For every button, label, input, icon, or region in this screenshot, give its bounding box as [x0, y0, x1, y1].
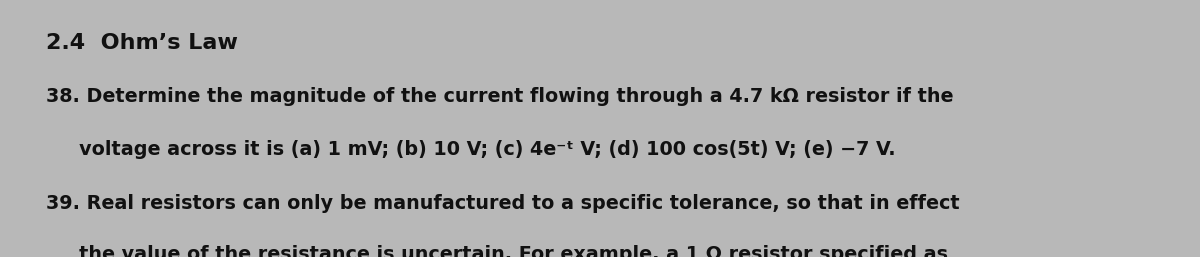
Text: voltage across it is (a) 1 mV; (b) 10 V; (c) 4e⁻ᵗ V; (d) 100 cos(5t) V; (e) −7 V: voltage across it is (a) 1 mV; (b) 10 V;…: [46, 140, 895, 159]
Text: 39. Real resistors can only be manufactured to a specific tolerance, so that in : 39. Real resistors can only be manufactu…: [46, 194, 959, 213]
Text: 38. Determine the magnitude of the current flowing through a 4.7 kΩ resistor if : 38. Determine the magnitude of the curre…: [46, 87, 953, 106]
Text: 2.4  Ohm’s Law: 2.4 Ohm’s Law: [46, 33, 238, 53]
Text: the value of the resistance is uncertain. For example, a 1 Ω resistor specified : the value of the resistance is uncertain…: [46, 245, 948, 257]
